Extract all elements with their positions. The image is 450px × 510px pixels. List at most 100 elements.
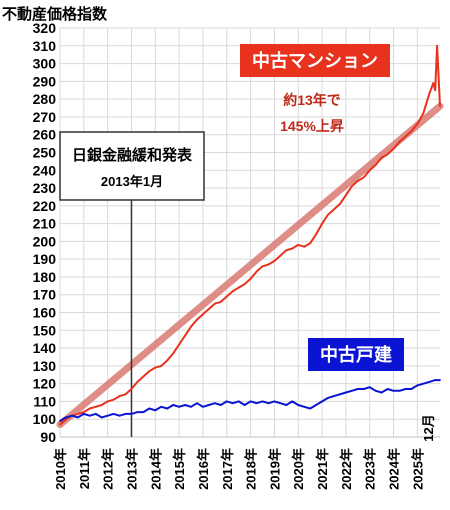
series-1-point [303,405,306,408]
x-tick-label: 2023年 [363,448,378,490]
series-0-point [386,153,389,156]
x-tick-label: 2016年 [196,448,211,490]
series-1-point [142,411,145,414]
series-0-point [267,263,270,266]
series-0-point [106,400,109,403]
callout-date: 2013年1月 [101,174,163,189]
series-0-point [136,380,139,383]
series-1-point [112,412,115,415]
series-1-point [154,409,157,412]
x-tick-label: 2025年 [410,448,425,490]
series-0-point [142,375,145,378]
condo-note-1: 約13年で [283,92,341,108]
series-1-point [327,396,329,399]
series-0-point [202,313,204,316]
series-1-point [261,400,264,403]
series-1-point [321,400,323,403]
y-tick-label: 140 [33,340,57,356]
series-1-point [124,412,127,415]
series-0-point [243,283,246,285]
x-axis-ticks: 2010年 2011年 2012年 2013年 2014年 2015年 2016年 2017年… [53,448,425,490]
series-1-point [279,402,282,405]
series-0-point [154,366,157,369]
series-1-point [148,407,151,410]
series-1-point [82,412,85,415]
series-1-point [166,407,169,410]
y-tick-label: 130 [33,358,57,374]
series-1-point [291,400,294,403]
series-1-point [88,414,91,417]
series-0-point [118,395,121,397]
y-tick-label: 260 [33,127,57,143]
x-tick-label: 2018年 [244,448,259,490]
series-0-point [255,270,258,273]
trendline-layer [56,102,444,429]
series-0-point [88,407,91,410]
series-0-point [225,295,228,298]
series-0-point [344,194,347,197]
series-0-point [439,105,441,108]
x-tick-label: 2011年 [77,448,92,489]
y-tick-label: 270 [33,109,57,125]
series-0-point [208,308,210,310]
series-0-point [350,185,353,188]
series-1-point [243,404,246,406]
series-1-point [392,389,395,392]
x-tick-label: 2022年 [339,448,354,490]
series-0-point [213,302,216,305]
series-0-point [219,300,222,303]
x-tick-label: 2024年 [387,448,402,490]
series-1-point [65,416,67,419]
series-0-point [148,370,151,373]
series-1-point [267,402,270,405]
series-0-point [333,208,335,211]
condo-label-box [240,44,390,77]
series-0-point [100,404,103,406]
series-0-point [59,423,61,426]
series-1-point [76,416,79,419]
series-0-point [273,260,276,262]
y-tick-label: 230 [33,180,57,196]
series-1-point [374,389,377,392]
condo-label-group: 中古マンション 約13年で 145%上昇 [240,44,390,134]
series-0-point [231,290,234,293]
series-1-point [297,404,300,406]
x-tick-label: 2021年 [315,448,330,490]
series-1-point [339,393,341,396]
series-0-point [76,412,79,415]
series-1-point [106,414,109,417]
series-0-point [436,44,439,47]
series-1-point [344,391,347,394]
house-label-box [308,338,404,371]
series-1-point [285,404,288,406]
series-0-point [279,254,282,257]
y-tick-label: 280 [33,91,57,107]
series-0-point [184,334,186,337]
series-1-point [309,407,312,410]
series-1-point [434,379,437,381]
series-1-point [410,388,413,390]
y-tick-label: 220 [33,198,57,214]
callout-box [59,131,205,201]
house-label: 中古戸建 [320,344,392,365]
y-tick-label: 100 [33,411,57,427]
x-tick-label: 2013年 [124,448,139,490]
series-0-point [291,247,294,250]
series-1-point [71,414,73,417]
series-1-point [225,400,228,403]
series-0-point [362,176,365,179]
y-tick-label: 90 [40,429,56,445]
series-layer [59,44,441,426]
series-0-point [432,82,435,85]
series-0-point [249,277,252,280]
series-0-point [327,213,329,216]
series-0-point [124,393,127,396]
series-1-point [136,411,139,414]
series-0-point [82,411,85,414]
series-1-point [94,412,97,415]
series-0-point [434,89,437,92]
series-1-point [202,405,204,408]
series-1-point [422,382,425,385]
